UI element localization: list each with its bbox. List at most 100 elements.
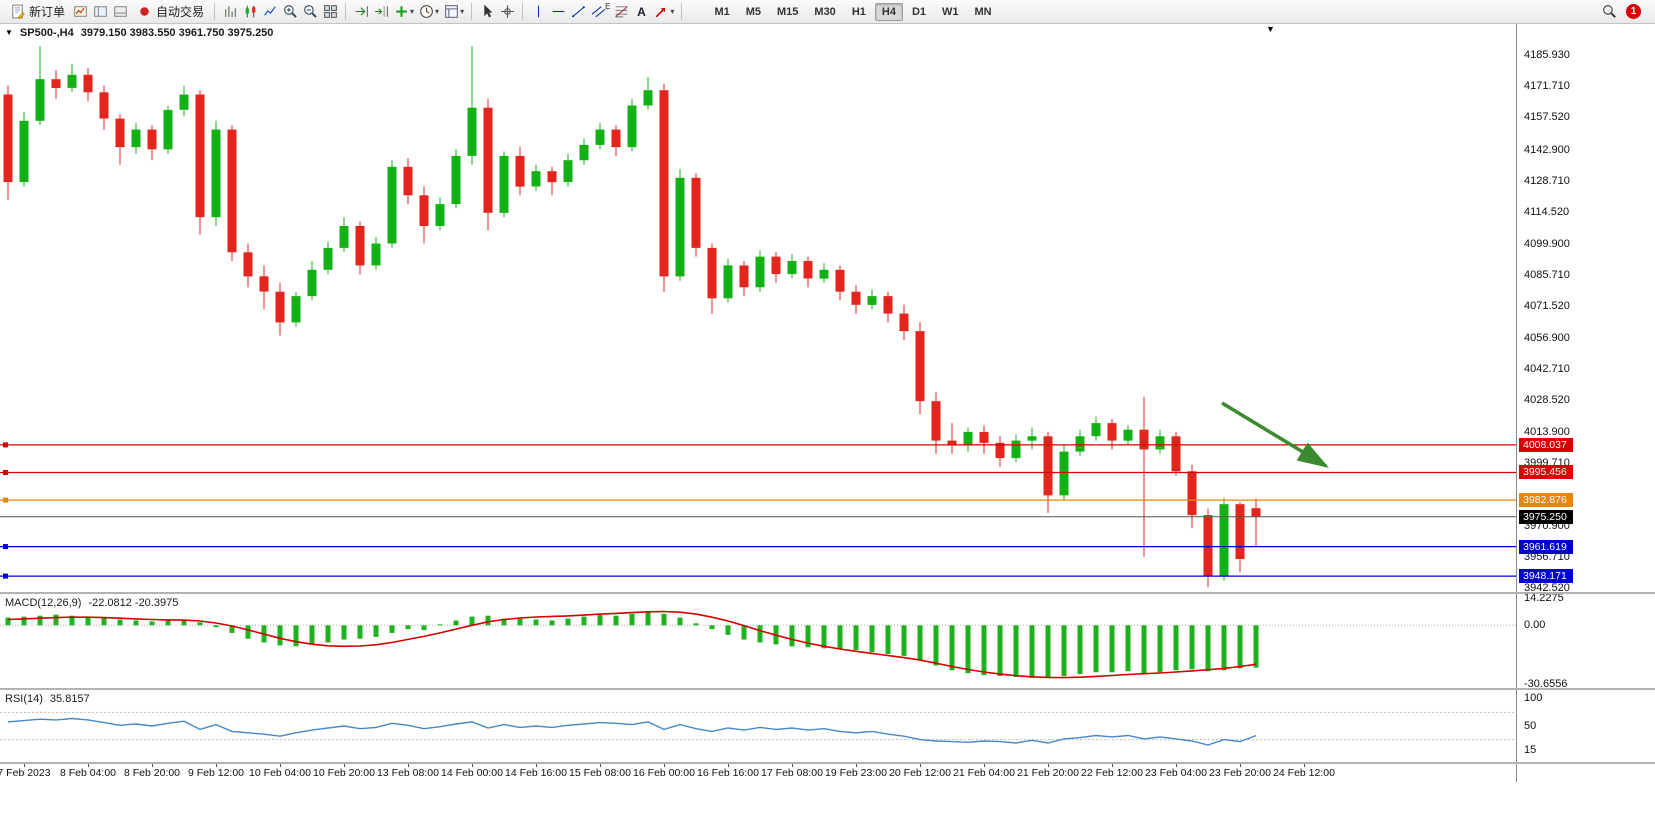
equidistant-channel-icon[interactable]	[589, 3, 607, 21]
time-tick	[920, 764, 921, 767]
navigator-icon[interactable]	[91, 3, 109, 21]
arrows-tool-icon[interactable]	[652, 3, 670, 21]
fibonacci-icon[interactable]	[612, 3, 630, 21]
macd-values: -22.0812 -20.3975	[88, 597, 179, 609]
time-axis-label: 16 Feb 00:00	[633, 767, 695, 779]
new-order-label: 新订单	[29, 5, 66, 19]
indicators-icon[interactable]	[392, 3, 410, 21]
templates-dropdown-caret[interactable]: ▾	[460, 7, 465, 16]
autotrading-icon	[135, 3, 153, 21]
timeframe-mn[interactable]: MN	[974, 5, 992, 18]
vertical-line-icon[interactable]	[529, 3, 547, 21]
chart-shift-marker[interactable]: ▼	[1266, 24, 1275, 34]
timeframe-m15[interactable]: M15	[777, 5, 799, 18]
macd-axis-label: 14.2275	[1524, 592, 1564, 604]
periods-icon[interactable]	[417, 3, 435, 21]
time-axis-label: 10 Feb 04:00	[249, 767, 311, 779]
line-chart-icon[interactable]	[261, 3, 279, 21]
auto-scroll-icon[interactable]	[352, 3, 370, 21]
cursor-icon[interactable]	[478, 3, 496, 21]
timeframe-d1[interactable]: D1	[911, 5, 926, 18]
timeframe-m30[interactable]: M30	[814, 5, 836, 18]
timeframe-m5[interactable]: M5	[745, 5, 761, 18]
chart-shift-icon[interactable]	[372, 3, 390, 21]
new-order-button[interactable]: 新订单	[4, 2, 69, 22]
price-axis-label: 4099.900	[1524, 238, 1570, 250]
rsi-axis-label: 50	[1524, 720, 1537, 732]
price-axis-label: 4013.900	[1524, 426, 1570, 438]
panel-separator[interactable]	[0, 688, 1655, 690]
timeframe-h4[interactable]: H4	[874, 2, 903, 21]
toolbar-separator	[681, 3, 683, 20]
periods-dropdown-caret[interactable]: ▾	[435, 7, 440, 16]
toolbar-separator	[471, 3, 473, 20]
one-click-trading-toggle[interactable]: ▼	[5, 28, 13, 37]
price-axis-label: 4028.520	[1524, 394, 1570, 406]
price-axis-label: 3942.520	[1524, 582, 1570, 594]
time-tick	[1112, 764, 1113, 767]
time-axis-label: 14 Feb 00:00	[441, 767, 503, 779]
templates-icon[interactable]	[442, 3, 460, 21]
time-axis-label: 9 Feb 12:00	[187, 767, 245, 779]
price-chart-canvas[interactable]	[0, 24, 1516, 592]
chart-symbol-period: SP500-,H4	[19, 27, 74, 39]
toolbar-separator	[345, 3, 347, 20]
autotrading-button[interactable]: 自动交易	[131, 2, 208, 22]
trendline-icon[interactable]	[569, 3, 587, 21]
time-axis[interactable]: 7 Feb 2023 8 Feb 04:00 8 Feb 20:00 9 Feb 12…	[0, 764, 1516, 782]
new-order-icon	[8, 3, 26, 21]
price-level-badge[interactable]: 3961.619	[1519, 540, 1573, 554]
price-level-badge[interactable]: 3995.456	[1519, 465, 1573, 479]
time-tick	[1304, 764, 1305, 767]
price-axis-label: 4056.900	[1524, 332, 1570, 344]
time-tick	[472, 764, 473, 767]
time-axis-label: 24 Feb 12:00	[1273, 767, 1335, 779]
time-axis-label: 8 Feb 20:00	[123, 767, 181, 779]
timeframe-w1[interactable]: W1	[942, 5, 959, 18]
time-axis-label: 20 Feb 12:00	[889, 767, 951, 779]
price-level-badge[interactable]: 3948.171	[1519, 569, 1573, 583]
rsi-label: RSI(14) 35.8157	[5, 693, 90, 705]
price-level-badge[interactable]: 4008.037	[1519, 438, 1573, 452]
macd-axis-label: 0.00	[1524, 619, 1546, 631]
time-tick	[1048, 764, 1049, 767]
price-axis-label: 4128.710	[1524, 175, 1570, 187]
new-chart-icon[interactable]	[71, 3, 89, 21]
price-axis-label: 4157.520	[1524, 111, 1570, 123]
candlestick-chart-icon[interactable]	[241, 3, 259, 21]
rsi-value: 35.8157	[49, 693, 90, 705]
time-axis-label: 10 Feb 20:00	[313, 767, 375, 779]
zoom-out-icon[interactable]	[301, 3, 319, 21]
price-axis-label: 4171.710	[1524, 80, 1570, 92]
search-icon[interactable]	[1600, 3, 1618, 21]
price-axis[interactable]: 4185.930 4171.710 4157.520 4142.900 4128.710…	[1516, 24, 1655, 782]
time-tick	[1240, 764, 1241, 767]
crosshair-icon[interactable]	[498, 3, 516, 21]
panel-separator[interactable]	[0, 592, 1655, 594]
terminal-icon[interactable]	[111, 3, 129, 21]
arrows-dropdown-caret[interactable]: ▾	[670, 7, 675, 16]
chart-ohlc: 3979.150 3983.550 3961.750 3975.250	[80, 27, 274, 39]
time-axis-label: 13 Feb 08:00	[377, 767, 439, 779]
text-tool-icon[interactable]: A	[637, 4, 646, 19]
price-level-badge[interactable]: 3982.876	[1519, 493, 1573, 507]
rsi-chart-canvas[interactable]	[0, 690, 1516, 762]
horizontal-line-icon[interactable]	[549, 3, 567, 21]
zoom-in-icon[interactable]	[281, 3, 299, 21]
timeframe-h1[interactable]: H1	[851, 5, 866, 18]
panel-separator[interactable]	[0, 762, 1655, 764]
time-axis-label: 23 Feb 04:00	[1145, 767, 1207, 779]
autotrading-label: 自动交易	[156, 5, 205, 19]
time-tick	[88, 764, 89, 767]
time-axis-label: 17 Feb 08:00	[761, 767, 823, 779]
notification-badge[interactable]: 1	[1626, 4, 1641, 19]
macd-chart-canvas[interactable]	[0, 594, 1516, 688]
time-tick	[1176, 764, 1177, 767]
bar-chart-icon[interactable]	[221, 3, 239, 21]
time-tick	[600, 764, 601, 767]
price-axis-label: 4185.930	[1524, 49, 1570, 61]
timeframe-m1[interactable]: M1	[714, 5, 730, 18]
indicators-dropdown-caret[interactable]: ▾	[410, 7, 415, 16]
tile-windows-icon[interactable]	[321, 3, 339, 21]
price-axis-label: 4142.900	[1524, 144, 1570, 156]
